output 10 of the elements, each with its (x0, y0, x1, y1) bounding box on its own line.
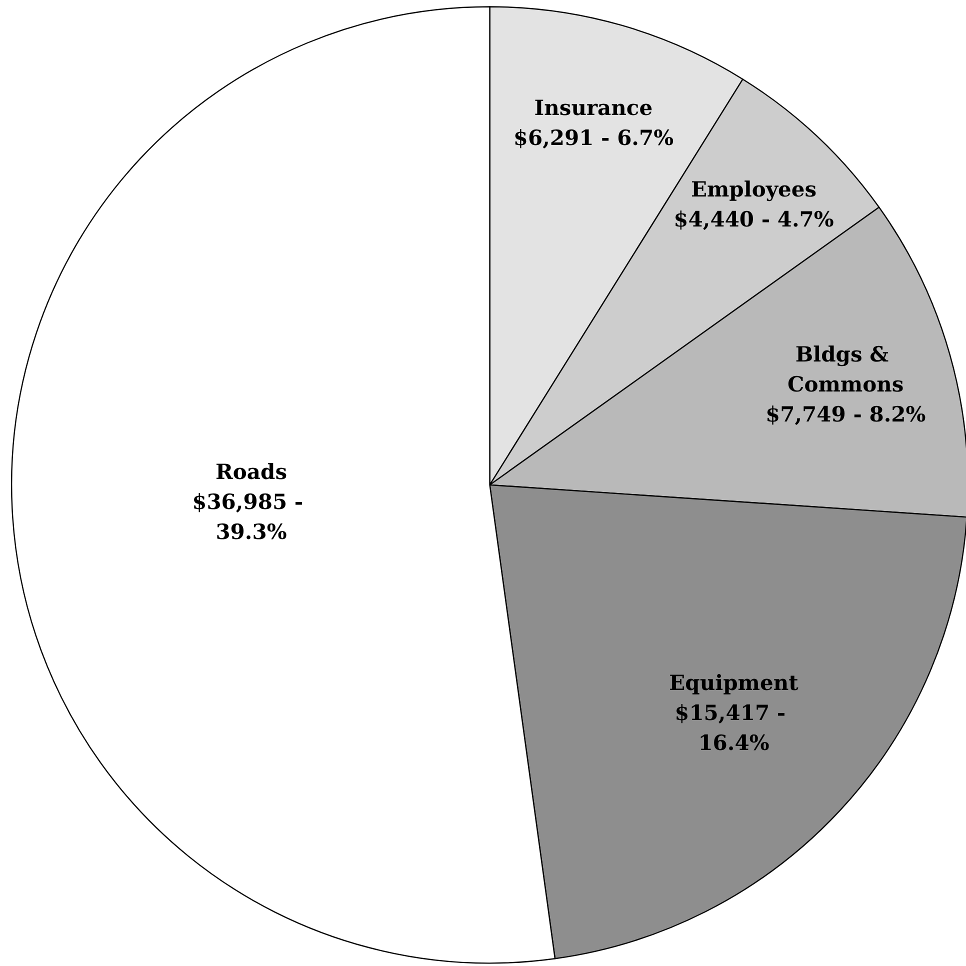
slice-label: Employees (690, 176, 817, 202)
data-label: $4,440 - 4.7% (674, 206, 834, 232)
data-label: $15,417 - 16.4% (674, 700, 793, 756)
slice-label: Equipment (669, 670, 799, 696)
slice-label: Insurance (534, 95, 653, 120)
data-label: $7,749 - 8.2% (766, 402, 926, 427)
data-label: $36,985 - 39.3% (192, 488, 310, 544)
data-label: $6,291 - 6.7% (513, 125, 674, 150)
slice-label: Bldgs & Commons (787, 342, 904, 397)
slice-label: Roads (215, 458, 288, 484)
